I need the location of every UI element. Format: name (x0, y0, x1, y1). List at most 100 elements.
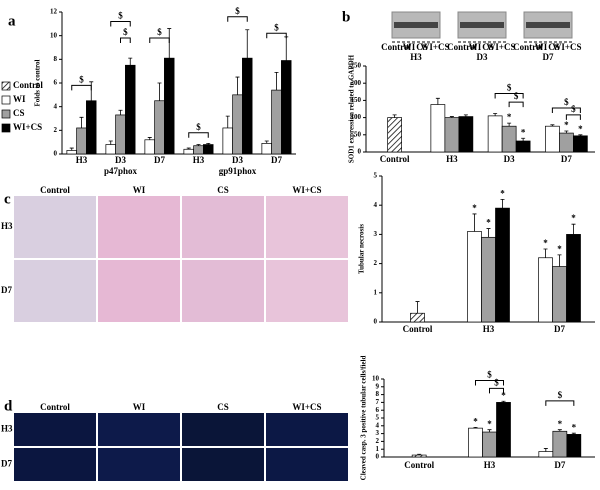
significance-bracket (149, 37, 170, 44)
y-tick-label: 2 (376, 437, 380, 445)
significance-bracket (545, 400, 575, 406)
micrograph (98, 260, 180, 322)
bar (387, 117, 402, 153)
x-tick-label: Control (404, 460, 434, 470)
micrograph (266, 448, 348, 481)
error-bar (486, 228, 491, 238)
bar (281, 60, 292, 155)
bar (411, 454, 427, 458)
micrograph (182, 260, 264, 322)
bar (105, 144, 116, 155)
error-bar (507, 122, 512, 127)
bar (566, 434, 582, 458)
micrograph (14, 448, 96, 481)
bar (538, 257, 553, 323)
micrograph (14, 196, 96, 258)
x-tick-label: D7 (154, 155, 165, 165)
x-tick-label: D3 (232, 155, 243, 165)
x-tick-label: H3 (193, 155, 205, 165)
legend-swatch (1, 123, 11, 133)
y-axis-label: Tubular necrosis (358, 224, 366, 274)
significance-star: * (578, 124, 583, 134)
column-label: WI (133, 185, 146, 195)
error-bar (550, 124, 555, 127)
error-bar (69, 147, 74, 151)
error-bar (89, 81, 94, 101)
y-tick-label: 0 (54, 150, 58, 158)
y-axis-label: Folds to control (34, 59, 42, 106)
x-tick-label: D7 (554, 460, 565, 470)
error-bar (392, 114, 397, 118)
significance-label: $ (487, 370, 492, 380)
y-tick-label: 4 (374, 201, 378, 209)
y-tick-label: 6 (54, 79, 58, 87)
column-label: WI (133, 402, 146, 412)
y-tick-label: 4 (54, 102, 58, 110)
bar (271, 89, 282, 155)
lane-label: CS (416, 42, 428, 52)
error-bar (235, 76, 240, 95)
error-bar (543, 248, 548, 258)
lane-label: WI (535, 42, 548, 52)
bar (566, 234, 581, 323)
bar (144, 139, 155, 155)
bar (203, 144, 214, 155)
error-bar (564, 130, 569, 134)
significance-label: $ (118, 11, 123, 21)
micrograph (266, 413, 348, 446)
error-bar (186, 147, 191, 150)
blot-band (460, 22, 504, 28)
significance-star: * (543, 238, 548, 248)
significance-bracket (565, 114, 581, 120)
bar (467, 231, 482, 323)
error-bar (157, 82, 162, 101)
y-tick-label: 2 (374, 259, 378, 267)
significance-bracket (120, 37, 131, 44)
significance-star: * (572, 422, 577, 432)
bar (559, 132, 574, 153)
bar (458, 116, 474, 153)
significance-star: * (564, 120, 569, 130)
error-bar (118, 109, 123, 115)
bar (164, 57, 175, 155)
error-bar (543, 448, 548, 452)
error-bar (415, 301, 420, 314)
significance-bracket (110, 20, 131, 27)
bar (154, 100, 165, 155)
significance-star: * (486, 218, 491, 228)
error-bar (274, 71, 279, 91)
x-tick-label: D7 (561, 154, 572, 164)
error-bar (225, 115, 230, 128)
bar (482, 431, 497, 458)
error-bar (264, 140, 269, 144)
micrograph (266, 260, 348, 322)
bar (193, 145, 204, 155)
y-tick-label: 10 (372, 375, 380, 383)
lane-label: WI+CS (486, 42, 515, 52)
y-tick-label: 2 (54, 126, 58, 134)
x-tick-label: D3 (115, 155, 126, 165)
y-tick-label: 0 (376, 453, 380, 461)
column-label: CS (217, 185, 229, 195)
bar (125, 64, 136, 155)
error-bar (571, 223, 576, 235)
bar (545, 125, 560, 153)
lane-label: WI (403, 42, 416, 52)
x-tick-label: H3 (446, 154, 458, 164)
panel-letter: d (4, 398, 13, 414)
bar (86, 100, 97, 155)
micrograph (182, 413, 264, 446)
significance-label: $ (157, 27, 162, 37)
lane-label: Control (447, 42, 477, 52)
bar (76, 127, 87, 155)
legend-label: WI (13, 94, 26, 104)
y-tick-label: 1 (374, 288, 378, 296)
error-bar (245, 29, 250, 59)
error-bar (284, 36, 289, 61)
y-tick-label: 50 (354, 130, 362, 138)
bar (515, 140, 531, 153)
significance-bracket (494, 93, 524, 99)
panel-letter: a (8, 13, 16, 29)
x-tick-label: D7 (554, 324, 565, 334)
error-bar (472, 213, 477, 232)
